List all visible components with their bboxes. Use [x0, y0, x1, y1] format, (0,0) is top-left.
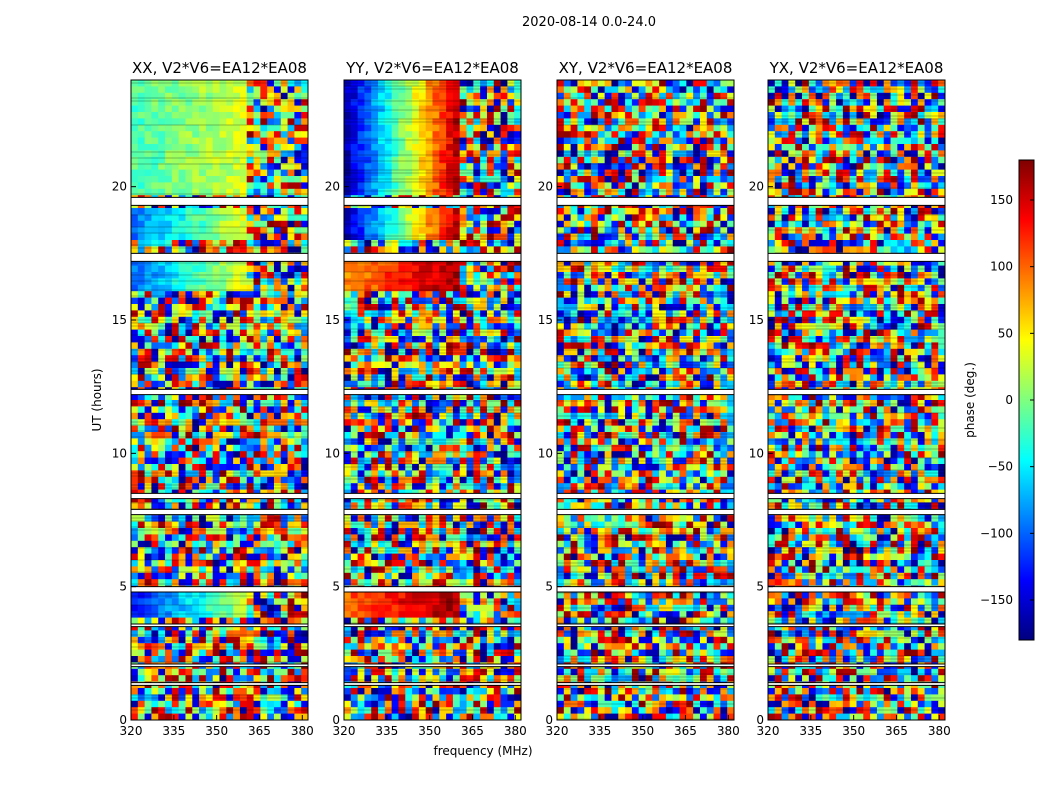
x-tick-label: 365: [674, 724, 697, 738]
panel-3: XY, V2*V6=EA12*EA08 320 335 350 365 380 0 5 10 15…: [538, 59, 740, 738]
x-tick-label: 365: [461, 724, 484, 738]
figure-title: 2020-08-14 0.0-24.0: [522, 15, 656, 30]
panel-title: XX, V2*V6=EA12*EA08: [132, 59, 307, 77]
panel-frame: [556, 79, 735, 721]
y-tick-label: 5: [332, 580, 340, 594]
colorbar-tick-label: −50: [988, 460, 1013, 474]
y-tick-label: 20: [325, 180, 340, 194]
x-tick-label: 350: [842, 724, 865, 738]
x-tick-label: 380: [291, 724, 314, 738]
colorbar-tick-label: −100: [980, 526, 1013, 540]
colorbar-tick-label: 150: [990, 193, 1013, 207]
x-tick-label: 380: [504, 724, 527, 738]
y-tick-label: 20: [749, 180, 764, 194]
y-tick-label: 0: [332, 713, 340, 727]
y-tick-label: 5: [756, 580, 764, 594]
y-axis-label: UT (hours): [90, 368, 104, 431]
x-tick-label: 335: [162, 724, 185, 738]
y-tick-label: 15: [325, 313, 340, 327]
y-tick-label: 5: [545, 580, 553, 594]
panel-2: YY, V2*V6=EA12*EA08 320 335 350 365 380 0 5 10 15…: [325, 59, 527, 738]
x-tick-label: 350: [631, 724, 654, 738]
y-tick-label: 20: [538, 180, 553, 194]
colorbar-label: phase (deg.): [963, 362, 977, 438]
x-tick-label: 320: [546, 724, 569, 738]
y-tick-label: 0: [545, 713, 553, 727]
x-tick-label: 320: [333, 724, 356, 738]
x-tick-label: 350: [205, 724, 228, 738]
y-tick-label: 15: [112, 313, 127, 327]
x-tick-label: 350: [418, 724, 441, 738]
panel-1: XX, V2*V6=EA12*EA08 320 335 350 365 380 0 5 10 15…: [112, 59, 314, 738]
colorbar-tick-label: 50: [998, 326, 1013, 340]
y-tick-label: 10: [749, 446, 764, 460]
y-tick-label: 0: [756, 713, 764, 727]
y-tick-label: 5: [119, 580, 127, 594]
colorbar-tick-label: 0: [1005, 393, 1013, 407]
y-tick-label: 20: [112, 180, 127, 194]
y-tick-label: 10: [112, 446, 127, 460]
panel-title: YX, V2*V6=EA12*EA08: [769, 59, 944, 77]
x-tick-label: 320: [120, 724, 143, 738]
y-tick-label: 0: [119, 713, 127, 727]
colorbar-tick-label: −150: [980, 593, 1013, 607]
panel-frame: [343, 79, 522, 721]
x-tick-label: 380: [717, 724, 740, 738]
phase-image-3: [557, 80, 734, 720]
panels: XX, V2*V6=EA12*EA08 320 335 350 365 380 0 5 10 15…: [112, 59, 951, 738]
panel-4: YX, V2*V6=EA12*EA08 320 335 350 365 380 0 5 10 15…: [749, 59, 951, 738]
panel-title: YY, V2*V6=EA12*EA08: [345, 59, 519, 77]
y-tick-label: 10: [325, 446, 340, 460]
x-tick-label: 335: [799, 724, 822, 738]
x-tick-label: 365: [248, 724, 271, 738]
x-tick-label: 365: [885, 724, 908, 738]
y-tick-label: 15: [538, 313, 553, 327]
colorbar: 150 100 50 0 −50 −100 −150: [980, 159, 1035, 641]
x-axis-label: frequency (MHz): [433, 744, 532, 758]
panel-frame: [130, 79, 309, 721]
x-tick-label: 335: [588, 724, 611, 738]
panel-title: XY, V2*V6=EA12*EA08: [559, 59, 733, 77]
x-tick-label: 335: [375, 724, 398, 738]
y-tick-label: 10: [538, 446, 553, 460]
panel-frame: [767, 79, 946, 721]
phase-image-2: [344, 80, 521, 720]
colorbar-tick-label: 100: [990, 260, 1013, 274]
phase-image-1: [131, 80, 308, 720]
y-tick-label: 15: [749, 313, 764, 327]
x-tick-label: 320: [757, 724, 780, 738]
x-tick-label: 380: [928, 724, 951, 738]
phase-image-4: [768, 80, 945, 720]
